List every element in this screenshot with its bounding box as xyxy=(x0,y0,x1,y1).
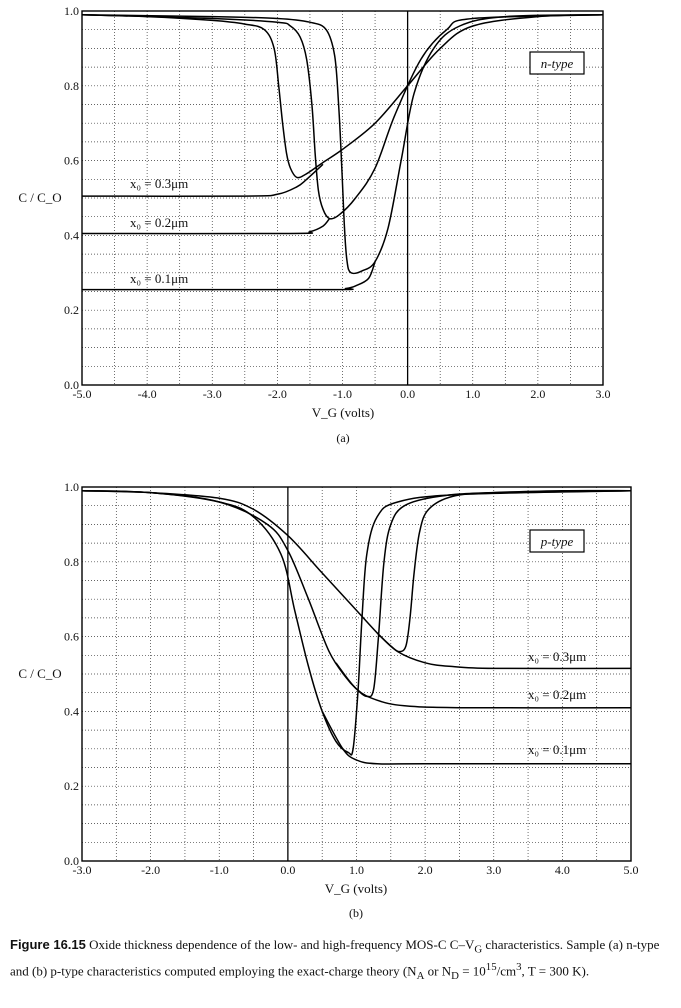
series-label-b-0.1: x₀ = 0.1μm xyxy=(528,742,586,757)
curve-b-3-hf xyxy=(321,711,631,765)
x-axis-label-b: V_G (volts) xyxy=(325,881,387,896)
caption-sub-g: G xyxy=(474,943,483,956)
caption-text-5: /cm xyxy=(496,962,517,978)
curve-b-2-hf xyxy=(335,662,632,709)
legend-box-b-text: p-type xyxy=(540,534,574,549)
x-tick-label: 1.0 xyxy=(465,387,480,401)
caption-sup-15: 15 xyxy=(485,960,497,973)
y-tick-label: 0.6 xyxy=(64,630,79,644)
legend-box-a: n-type xyxy=(529,51,585,75)
caption-text-3: or N xyxy=(424,962,452,978)
x-tick-label: 3.0 xyxy=(486,863,501,877)
curve-b-3-lf xyxy=(81,489,632,756)
panel-a: -5.0 -4.0 -3.0 -2.0 -1.0 0.0 1.0 2.0 3.0 0.00.20… xyxy=(18,4,610,445)
y-tick-label: 0.2 xyxy=(64,779,79,793)
curves-a xyxy=(81,13,604,291)
caption-sub-d: D xyxy=(451,969,459,982)
x-tick-label: -3.0 xyxy=(73,863,92,877)
curve-a-3-lf xyxy=(81,13,604,275)
figure-svg: -5.0 -4.0 -3.0 -2.0 -1.0 0.0 1.0 2.0 3.0 0.00.20… xyxy=(18,4,638,920)
series-label-b-0.2: x₀ = 0.2μm xyxy=(528,687,586,702)
series-label-a-0.3: x₀ = 0.3μm xyxy=(130,176,188,191)
plot-frame-b xyxy=(81,486,632,862)
y-axis-label-a: C / C_O xyxy=(18,190,61,205)
x-tick-label: -1.0 xyxy=(210,863,229,877)
x-tick-label: -2.0 xyxy=(141,863,160,877)
x-tick-label: -4.0 xyxy=(138,387,157,401)
x-tick-label: -2.0 xyxy=(268,387,287,401)
y-tick-label: 0.2 xyxy=(64,303,79,317)
x-tick-label: 0.0 xyxy=(400,387,415,401)
x-tick-label: -3.0 xyxy=(203,387,222,401)
x-tick-label: 0.0 xyxy=(280,863,295,877)
y-tick-label: 1.0 xyxy=(64,480,79,494)
x-tick-label: 5.0 xyxy=(624,863,639,877)
caption-figure-number: Figure 16.15 xyxy=(10,937,86,952)
x-tick-label: -1.0 xyxy=(333,387,352,401)
caption-text-1: Oxide thickness dependence of the low- a… xyxy=(85,937,475,952)
curve-a-2-lf xyxy=(81,13,604,220)
x-tick-label: 2.0 xyxy=(530,387,545,401)
x-tick-label: 1.0 xyxy=(349,863,364,877)
y-tick-label: 0.4 xyxy=(64,704,79,718)
curve-b-2-lf xyxy=(81,489,632,698)
y-tick-label: 0.8 xyxy=(64,555,79,569)
panel-label-b: (b) xyxy=(349,906,363,920)
caption-sup-3: 3 xyxy=(516,960,522,973)
series-label-a-0.1: x₀ = 0.1μm xyxy=(130,271,188,286)
x-tick-label: 3.0 xyxy=(596,387,611,401)
legend-box-b: p-type xyxy=(529,529,585,553)
y-tick-label: 0.4 xyxy=(64,228,79,242)
y-tick-label: 0.6 xyxy=(64,154,79,168)
x-ticks-b: -3.0 -2.0 -1.0 0.0 1.0 2.0 3.0 4.0 5.0 xyxy=(73,863,639,877)
caption-text-4: = 10 xyxy=(458,962,486,978)
y-ticks-b: 0.0 0.2 0.4 0.6 0.8 1.0 xyxy=(64,480,79,868)
y-tick-label: 0.0 xyxy=(64,378,79,392)
curve-b-1-hf xyxy=(376,632,632,670)
y-tick-label: 0.0 xyxy=(64,854,79,868)
y-ticks-a: 0.0 0.2 0.4 0.6 0.8 1.0 xyxy=(64,4,79,392)
series-label-a-0.2: x₀ = 0.2μm xyxy=(130,215,188,230)
x-tick-label: -5.0 xyxy=(73,387,92,401)
curve-a-2-hf xyxy=(81,218,331,235)
series-label-b-0.3: x₀ = 0.3μm xyxy=(528,649,586,664)
y-axis-label-b: C / C_O xyxy=(18,666,61,681)
x-tick-label: 4.0 xyxy=(555,863,570,877)
curves-b xyxy=(81,489,632,765)
panel-label-a: (a) xyxy=(336,431,349,445)
panel-b: -3.0 -2.0 -1.0 0.0 1.0 2.0 3.0 4.0 5.0 0.0 0.2 0.4… xyxy=(18,480,638,920)
caption-sub-a: A xyxy=(416,969,425,982)
curve-a-3-hf xyxy=(81,261,376,291)
x-axis-label-a: V_G (volts) xyxy=(312,405,374,420)
x-tick-label: 2.0 xyxy=(418,863,433,877)
caption-text-6: , T = 300 K). xyxy=(521,962,590,978)
figure-caption: Figure 16.15 Oxide thickness dependence … xyxy=(10,936,675,985)
x-ticks-a: -5.0 -4.0 -3.0 -2.0 -1.0 0.0 1.0 2.0 3.0 xyxy=(73,387,611,401)
curve-a-1-lf xyxy=(81,13,604,179)
y-tick-label: 0.8 xyxy=(64,79,79,93)
y-tick-label: 1.0 xyxy=(64,4,79,18)
plot-frame-a xyxy=(81,10,604,386)
caption-text-2: characteristics. Sample (a) n-type and (… xyxy=(10,937,660,978)
curve-a-1-hf xyxy=(81,163,324,197)
legend-box-a-text: n-type xyxy=(541,56,574,71)
